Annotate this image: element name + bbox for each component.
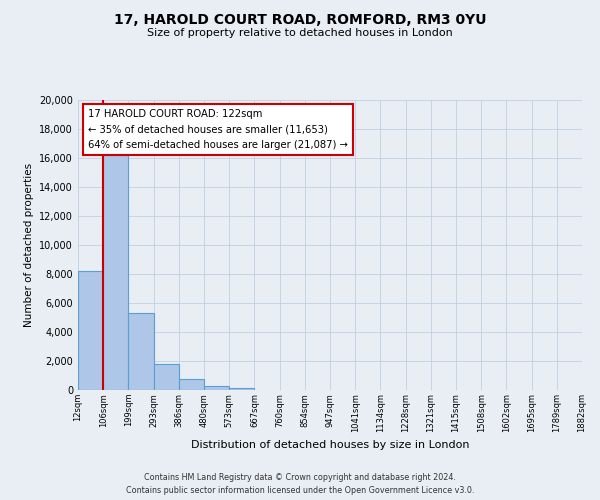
Text: Contains HM Land Registry data © Crown copyright and database right 2024.
Contai: Contains HM Land Registry data © Crown c…: [126, 473, 474, 495]
Bar: [204, 386, 229, 390]
Text: Size of property relative to detached houses in London: Size of property relative to detached ho…: [147, 28, 453, 38]
Text: 17 HAROLD COURT ROAD: 122sqm
← 35% of detached houses are smaller (11,653)
64% o: 17 HAROLD COURT ROAD: 122sqm ← 35% of de…: [88, 108, 348, 150]
Bar: [128, 313, 154, 390]
Bar: [229, 388, 254, 390]
Bar: [103, 150, 128, 390]
Bar: [179, 379, 204, 390]
Y-axis label: Number of detached properties: Number of detached properties: [24, 163, 34, 327]
Bar: [154, 364, 179, 390]
Bar: [78, 271, 103, 390]
X-axis label: Distribution of detached houses by size in London: Distribution of detached houses by size …: [191, 440, 469, 450]
Text: 17, HAROLD COURT ROAD, ROMFORD, RM3 0YU: 17, HAROLD COURT ROAD, ROMFORD, RM3 0YU: [114, 12, 486, 26]
